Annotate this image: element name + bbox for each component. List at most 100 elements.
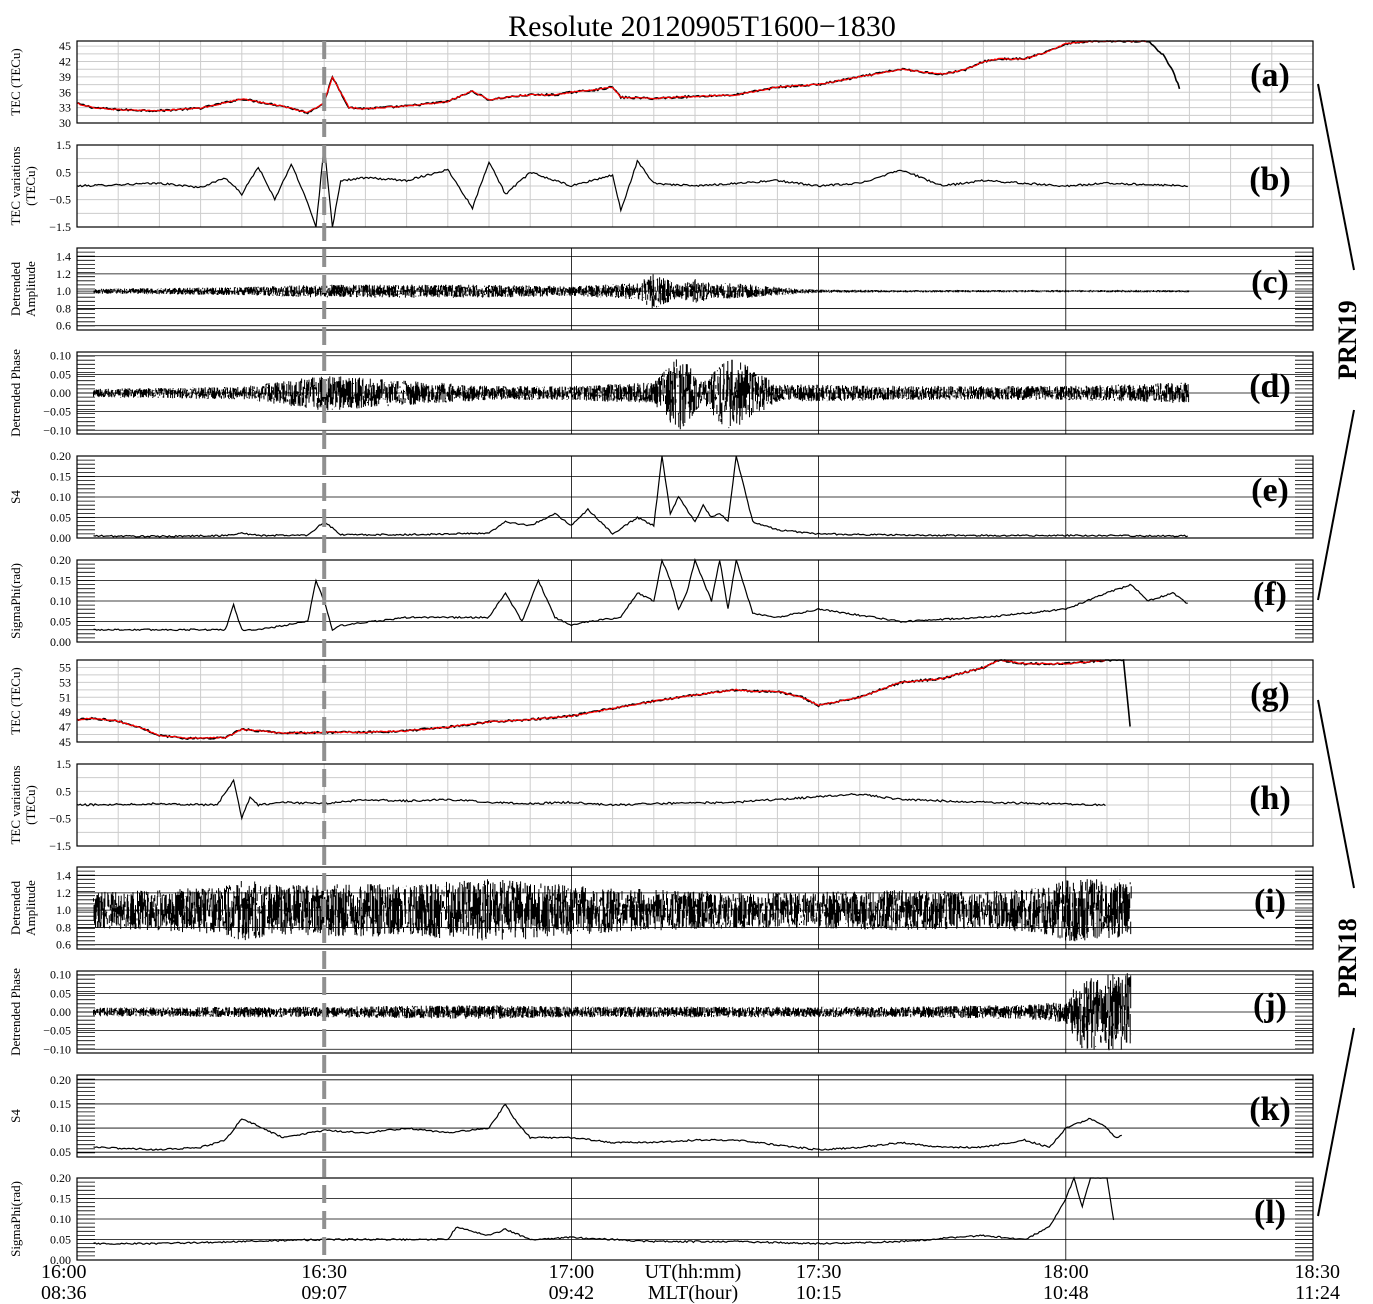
side-tick-comb <box>77 559 1313 643</box>
y-axis-label: TEC variations <box>8 146 23 225</box>
y-tick-label: −0.5 <box>49 812 71 826</box>
panel-letter: (e) <box>1251 472 1289 509</box>
prn-label: PRN18 <box>1333 918 1362 997</box>
y-tick-label: 0.00 <box>50 531 71 545</box>
y-tick-label: 0.8 <box>56 301 71 315</box>
panel-letter: (h) <box>1249 780 1291 817</box>
panel-frame <box>76 1177 1314 1261</box>
panel-frame <box>76 247 1314 331</box>
y-axis-label: Amplitude <box>23 261 38 317</box>
y-tick-label: 0.20 <box>50 449 71 463</box>
y-tick-label: 0.15 <box>50 470 71 484</box>
y-axis-label: Detrended <box>8 880 23 935</box>
panel-traces <box>93 1176 1115 1246</box>
panel-frame <box>76 559 1314 643</box>
panel-frame <box>76 455 1314 539</box>
x-tick-ut-label: 18:30 <box>1294 1261 1340 1283</box>
y-tick-label: 0.15 <box>50 1192 71 1206</box>
data-series-trace <box>76 659 1106 740</box>
y-tick-label: 55 <box>59 660 71 674</box>
panel-frame <box>76 144 1314 228</box>
prn-brackets: PRN19 PRN18 <box>1317 83 1362 1217</box>
panel-traces <box>76 659 1131 741</box>
side-tick-comb <box>77 1074 1313 1158</box>
data-series-trace <box>76 778 1106 821</box>
x-tick-mlt-label: 11:24 <box>1295 1282 1340 1304</box>
y-tick-label: 0.00 <box>50 1253 71 1267</box>
y-tick-label: −0.05 <box>43 405 71 419</box>
panel-traces <box>76 144 1188 228</box>
y-axis-label: SigmaPhi(rad) <box>8 563 23 639</box>
panel-letter: (f) <box>1253 576 1287 613</box>
y-tick-label: −0.5 <box>49 193 71 207</box>
bracket-line <box>1317 83 1355 271</box>
y-tick-label: 0.10 <box>50 349 71 363</box>
figure-title: Resolute 20120905T1600−1830 <box>508 10 896 43</box>
panel-i: 0.6 0.8 1.0 1.2 1.4 Detrended Amplitude (i) <box>8 866 1314 952</box>
x-tick-ut-label: 17:30 <box>796 1261 842 1283</box>
panel-letter: (a) <box>1250 57 1290 94</box>
y-tick-label: 36 <box>59 85 71 99</box>
panel-grid <box>77 41 1313 124</box>
panel-letter: (b) <box>1249 161 1291 198</box>
x-tick-mlt-label: 09:07 <box>301 1282 347 1304</box>
y-tick-label: 1.5 <box>56 757 71 771</box>
side-tick-comb <box>77 970 1313 1054</box>
y-tick-label: −1.5 <box>49 220 71 234</box>
y-tick-label: −0.10 <box>43 423 71 437</box>
y-tick-label: −0.10 <box>43 1042 71 1056</box>
y-tick-label: 0.05 <box>50 986 71 1000</box>
panel-letter: (c) <box>1251 264 1289 301</box>
panel-f: 0.00 0.05 0.10 0.15 0.20 SigmaPhi(rad) (f) <box>8 553 1314 649</box>
y-tick-label: 33 <box>59 101 71 115</box>
panel-traces <box>93 274 1190 308</box>
prn-label: PRN19 <box>1333 300 1362 379</box>
panel-traces <box>76 778 1106 821</box>
y-tick-label: 0.00 <box>50 386 71 400</box>
panel-grid <box>77 1075 1313 1157</box>
bracket-line <box>1317 1027 1355 1217</box>
y-tick-label: 1.4 <box>56 250 71 264</box>
y-axis-label: TEC (TECu) <box>8 48 23 116</box>
y-tick-label: 0.20 <box>50 1073 71 1087</box>
panel-k: 0.05 0.10 0.15 0.20 S4 (k) <box>8 1073 1314 1159</box>
panel-frame <box>76 659 1314 743</box>
y-tick-label: 1.2 <box>56 267 71 281</box>
y-tick-label: 0.10 <box>50 1121 71 1135</box>
panel-frame <box>76 1074 1314 1158</box>
panel-frame <box>76 763 1314 847</box>
y-axis-label: SigmaPhi(rad) <box>8 1181 23 1257</box>
y-tick-label: 0.15 <box>50 574 71 588</box>
data-series-trace <box>93 455 1189 538</box>
data-series-trace <box>93 274 1190 308</box>
x-tick-mlt-label: 10:15 <box>796 1282 842 1304</box>
panel-j: −0.10 −0.05 0.00 0.05 0.10 Detrended Phase (j) <box>8 968 1314 1056</box>
panel-grid <box>77 1177 1313 1261</box>
data-series-trace <box>93 879 1132 942</box>
y-tick-label: 0.8 <box>56 920 71 934</box>
y-tick-label: 0.10 <box>50 1212 71 1226</box>
y-tick-label: 45 <box>59 39 71 53</box>
x-tick-mlt-label: 10:48 <box>1043 1282 1089 1304</box>
data-series-trace <box>93 359 1190 430</box>
y-tick-label: 49 <box>59 705 71 719</box>
data-series-trace <box>93 1103 1122 1151</box>
y-tick-label: 0.05 <box>50 367 71 381</box>
mlt-axis-caption: MLT(hour) <box>648 1282 738 1304</box>
ut-axis-caption: UT(hh:mm) <box>645 1261 742 1283</box>
x-tick-ut-label: 18:00 <box>1043 1261 1089 1283</box>
y-tick-label: −0.05 <box>43 1024 71 1038</box>
y-tick-label: 0.00 <box>50 635 71 649</box>
y-axis-label: TEC variations <box>8 765 23 844</box>
y-axis-label: TEC (TECu) <box>8 667 23 735</box>
panel-e: 0.00 0.05 0.10 0.15 0.20 S4 (e) <box>8 449 1314 545</box>
y-axis-label: S4 <box>8 1109 23 1123</box>
panel-traces <box>93 557 1188 632</box>
y-tick-label: 0.5 <box>56 784 71 798</box>
y-tick-label: −1.5 <box>49 839 71 853</box>
y-axis-label: Detrended Phase <box>8 968 23 1056</box>
